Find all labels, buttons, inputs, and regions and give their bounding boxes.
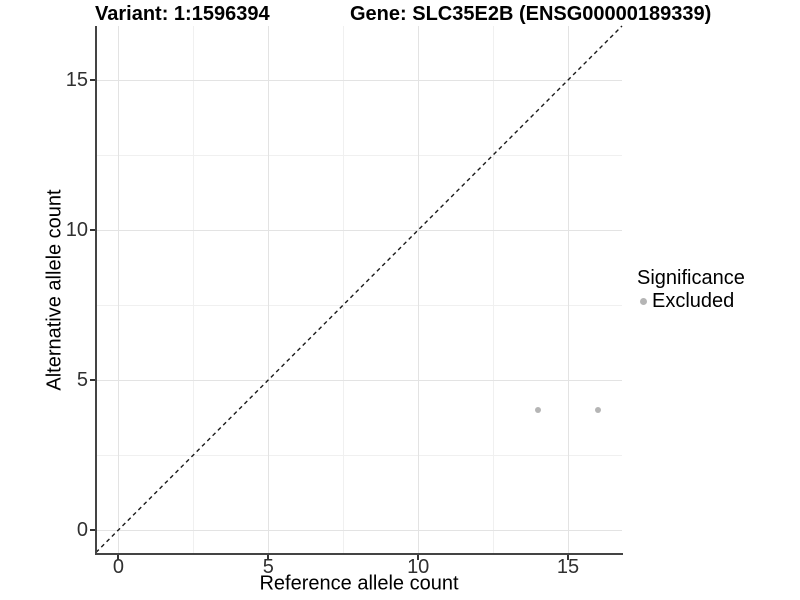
y-minor-gridline (96, 454, 622, 456)
x-axis-line (95, 553, 623, 555)
y-tick-mark (90, 528, 95, 531)
x-tick-mark (117, 555, 120, 560)
y-tick-label: 0 (76, 518, 88, 541)
legend: Significance Excluded (637, 267, 745, 312)
x-axis-title: Reference allele count (259, 572, 459, 595)
x-tick-label: 5 (262, 556, 274, 578)
x-major-gridline (118, 26, 120, 553)
y-tick-label: 5 (76, 368, 88, 391)
y-minor-gridline (96, 304, 622, 306)
y-major-gridline (96, 79, 622, 81)
x-major-gridline (268, 26, 270, 553)
data-point (535, 406, 542, 413)
x-tick-mark (417, 555, 420, 560)
x-tick-label: 10 (407, 556, 430, 578)
x-tick-mark (267, 555, 270, 560)
y-major-gridline (96, 529, 622, 531)
x-minor-gridline (343, 26, 345, 553)
y-axis-title: Alternative allele count (43, 189, 66, 391)
gene-title: Gene: SLC35E2B (ENSG00000189339) (350, 3, 712, 25)
x-minor-gridline (493, 26, 495, 553)
identity-dashed-line (95, 25, 623, 553)
x-tick-label: 0 (112, 556, 125, 578)
y-tick-label: 15 (65, 68, 88, 91)
y-tick-mark (90, 228, 95, 231)
y-major-gridline (96, 379, 622, 381)
x-major-gridline (568, 26, 570, 553)
x-minor-gridline (193, 26, 195, 553)
y-axis-line (95, 26, 97, 555)
y-tick-mark (90, 378, 95, 381)
legend-item-excluded: Excluded (637, 290, 745, 312)
variant-title: Variant: 1:1596394 (95, 3, 270, 25)
x-tick-mark (567, 555, 570, 560)
legend-title: Significance (637, 267, 745, 289)
x-major-gridline (418, 26, 420, 553)
y-tick-mark (90, 78, 95, 81)
x-tick-label: 15 (556, 556, 580, 578)
y-minor-gridline (96, 154, 622, 156)
plot-panel (95, 25, 623, 553)
y-major-gridline (96, 229, 622, 231)
excluded-point-icon (640, 297, 647, 305)
data-point (595, 406, 602, 413)
legend-item-label: Excluded (652, 290, 735, 312)
y-tick-label: 10 (65, 218, 88, 241)
